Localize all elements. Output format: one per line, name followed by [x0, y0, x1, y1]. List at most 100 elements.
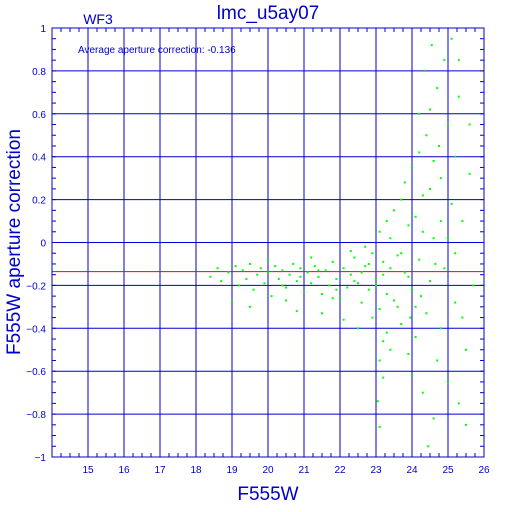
data-point: [414, 305, 417, 308]
data-point: [249, 262, 251, 265]
data-point: [295, 310, 298, 313]
data-point: [281, 269, 284, 272]
data-point: [306, 271, 309, 274]
x-tick-label: 21: [298, 465, 310, 476]
data-point: [418, 112, 421, 115]
data-point: [407, 275, 410, 278]
data-point: [454, 301, 457, 304]
data-point: [299, 275, 302, 278]
data-point: [382, 260, 385, 263]
average-annotation: Average aperture correction: -0.136: [78, 45, 236, 56]
y-tick-label: 0.4: [32, 153, 46, 164]
y-tick-label: −0.2: [26, 281, 46, 292]
data-point: [389, 348, 392, 351]
data-point: [227, 271, 230, 274]
plot-frame: [51, 27, 485, 458]
data-point: [396, 305, 399, 308]
data-point: [367, 262, 370, 265]
data-point: [281, 284, 284, 287]
data-point: [285, 299, 287, 302]
x-tick-label: 22: [334, 465, 346, 476]
data-point: [249, 305, 251, 308]
x-tick-label: 17: [154, 465, 166, 476]
y-tick-label: 0: [40, 239, 46, 250]
data-point: [393, 209, 395, 212]
data-point: [259, 267, 262, 270]
data-point: [317, 269, 320, 272]
data-point: [378, 307, 381, 310]
data-point: [472, 284, 475, 287]
y-tick-label: −1: [35, 453, 47, 464]
data-point: [436, 87, 439, 90]
y-axis-label: F555W aperture correction: [4, 129, 25, 355]
data-point: [353, 256, 356, 259]
data-point: [429, 108, 431, 111]
data-point: [409, 316, 412, 319]
data-point: [450, 37, 453, 40]
data-point: [400, 252, 403, 255]
y-tick-labels: −1 −0.8 −0.6 −0.4 −0.2 0 0.2 0.4 0.6 0.8 1: [26, 24, 46, 464]
x-tick-label: 19: [226, 465, 238, 476]
data-point: [425, 134, 428, 137]
y-tick-label: 1: [40, 24, 46, 35]
data-point: [378, 425, 381, 428]
data-point: [403, 181, 406, 184]
data-point: [454, 252, 457, 255]
data-point: [220, 280, 223, 283]
data-point: [216, 267, 219, 270]
data-point: [439, 177, 442, 180]
data-point: [321, 312, 323, 315]
data-point: [465, 423, 467, 426]
data-point: [385, 292, 388, 295]
data-point: [357, 327, 359, 330]
y-tick-label: 0.2: [32, 196, 46, 207]
x-tick-label: 23: [370, 465, 382, 476]
x-tick-label: 24: [406, 465, 418, 476]
data-point: [421, 391, 424, 394]
data-point: [238, 284, 241, 287]
data-point: [411, 288, 413, 291]
data-point: [411, 166, 413, 169]
data-point: [439, 220, 442, 223]
data-point: [292, 262, 295, 265]
data-point: [465, 348, 467, 351]
data-point: [367, 288, 370, 291]
data-point: [349, 273, 352, 276]
x-tick-label: 26: [478, 465, 490, 476]
data-point: [331, 260, 334, 263]
data-point: [274, 265, 277, 268]
data-point: [421, 230, 424, 233]
data-point: [461, 316, 464, 319]
data-point: [425, 312, 428, 315]
data-point: [331, 297, 334, 300]
x-tick-label: 18: [190, 465, 202, 476]
data-point: [400, 323, 403, 326]
data-point: [357, 282, 359, 285]
data-point: [450, 202, 453, 205]
data-point: [439, 327, 442, 330]
data-point: [382, 273, 385, 276]
data-point: [321, 292, 323, 295]
data-point: [454, 155, 457, 158]
data-point: [411, 374, 413, 377]
data-point: [339, 297, 341, 300]
data-point: [407, 224, 410, 227]
data-point: [407, 353, 410, 356]
data-point: [324, 269, 327, 272]
data-point: [360, 271, 363, 274]
data-point: [430, 44, 433, 47]
data-point: [393, 299, 395, 302]
data-point: [385, 331, 388, 334]
data-point: [418, 151, 421, 154]
x-tick-label: 16: [118, 465, 130, 476]
data-point: [414, 215, 417, 218]
data-point: [378, 230, 381, 233]
data-point: [270, 295, 273, 298]
data-point: [241, 269, 244, 272]
data-point: [389, 237, 392, 240]
y-tick-label: 0.6: [32, 110, 46, 121]
data-point: [353, 280, 356, 283]
data-point: [295, 280, 298, 283]
data-point: [378, 359, 381, 362]
